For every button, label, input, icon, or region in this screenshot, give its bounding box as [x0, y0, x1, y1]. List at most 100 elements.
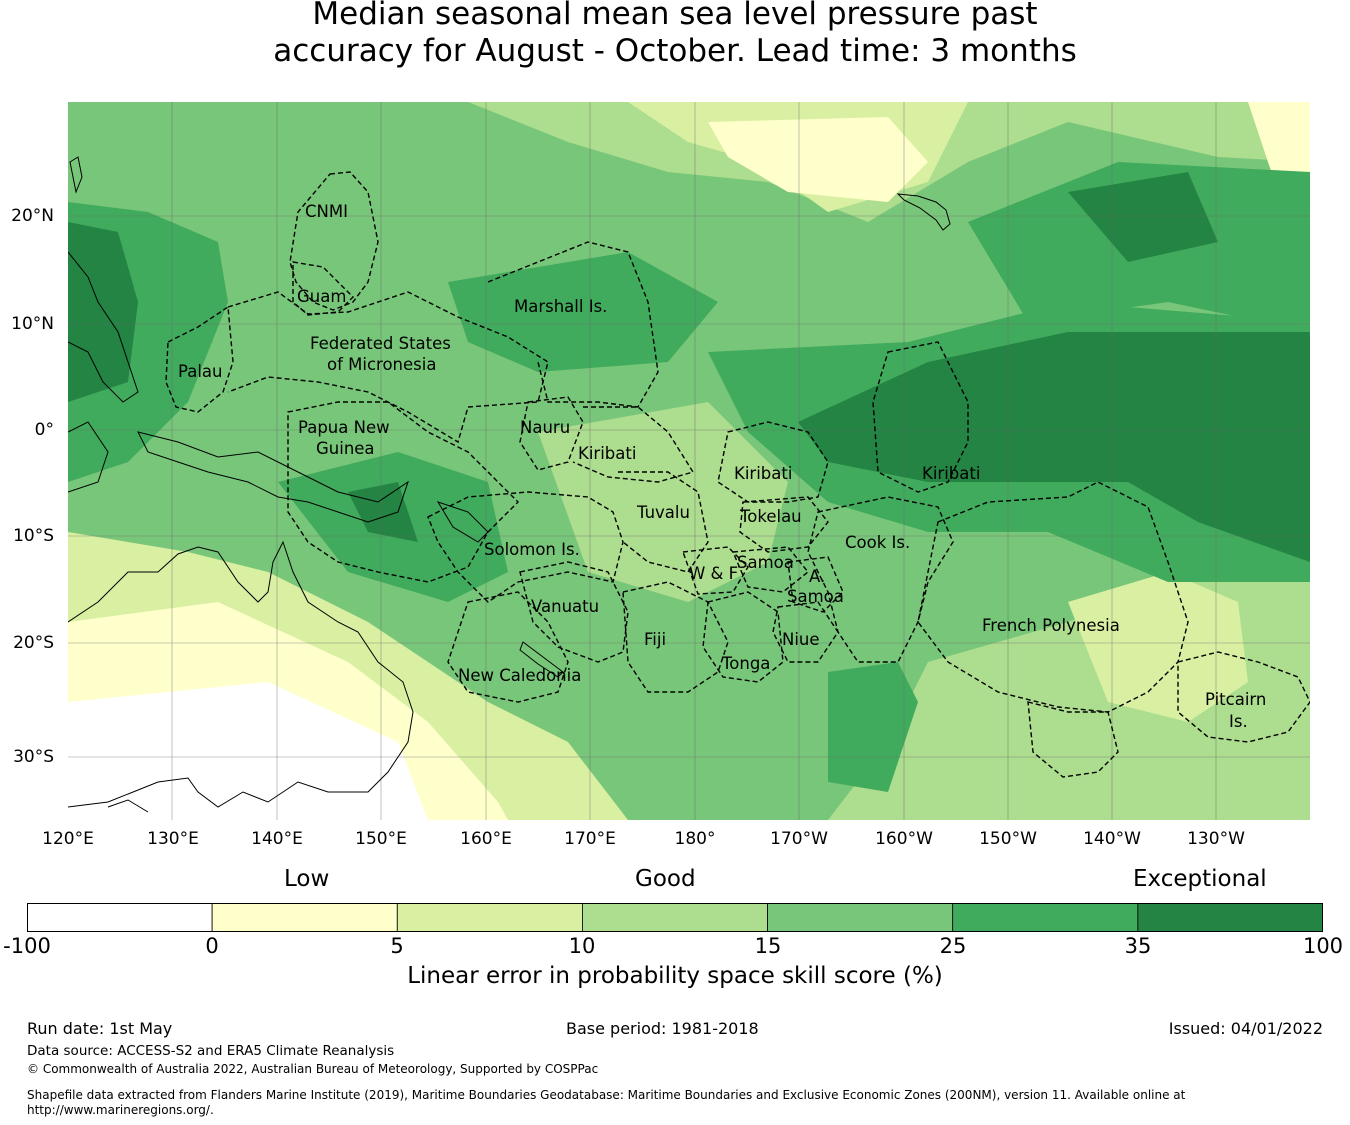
eez-niue — [772, 601, 839, 663]
colorbar-tick: 10 — [568, 934, 596, 958]
eez-solomon — [427, 491, 624, 603]
coast-borneo — [68, 421, 109, 493]
lon-label-150e: 150°E — [355, 829, 407, 849]
zone-equator-pale — [538, 402, 788, 602]
shapefile-credit-line-1: Shapefile data extracted from Flanders M… — [27, 1088, 1186, 1102]
lon-label-170e: 170°E — [564, 829, 616, 849]
coast-taiwan — [69, 156, 83, 194]
colorbar-tick: 25 — [939, 934, 967, 958]
legend-category-low: Low — [284, 866, 330, 892]
eez-vanuatu — [519, 561, 629, 663]
shapefile-credit-line-2: http://www.marineregions.org/. — [27, 1103, 214, 1117]
colorbar — [27, 903, 1323, 932]
issued-date: Issued: 04/01/2022 — [1168, 1019, 1323, 1038]
eez-tuvalu — [618, 471, 709, 573]
label-palau: Palau — [178, 362, 222, 381]
label-png-2: Guinea — [316, 439, 375, 458]
eez-tokelau — [739, 496, 829, 553]
label-pitcairn-1: Pitcairn — [1205, 690, 1266, 709]
label-fsm-1: Federated States — [310, 334, 451, 353]
coast-tasmania — [107, 799, 149, 813]
eez-cook — [807, 496, 954, 663]
colorbar-label: Linear error in probability space skill … — [407, 963, 943, 989]
lon-label-170w: 170°W — [770, 829, 828, 849]
lat-label-30s: 30°S — [13, 747, 54, 767]
data-source: Data source: ACCESS-S2 and ERA5 Climate … — [27, 1043, 395, 1059]
eez-american-samoa — [787, 556, 844, 613]
eez-samoa — [731, 546, 809, 593]
label-new-caledonia: New Caledonia — [458, 666, 581, 685]
eez-fiji — [622, 581, 729, 693]
coastlines — [68, 156, 951, 813]
lon-label-160w: 160°W — [875, 829, 933, 849]
label-kiribati-east: Kiribati — [922, 464, 980, 483]
graticule — [68, 102, 1310, 820]
copyright-notice: © Commonwealth of Australia 2022, Austra… — [27, 1062, 599, 1076]
label-samoa: Samoa — [737, 553, 794, 572]
lon-label-130w: 130°W — [1187, 829, 1245, 849]
colorbar-tick: 35 — [1124, 934, 1152, 958]
colorbar-bin — [27, 903, 213, 932]
run-date: Run date: 1st May — [27, 1019, 173, 1038]
zone-cook-dark — [828, 662, 918, 792]
coast-australia — [68, 540, 414, 808]
eez-kiribati-central — [717, 421, 829, 503]
eez-pitcairn — [1177, 651, 1310, 743]
coast-hawaii — [896, 193, 951, 231]
zone-east-darkest — [1068, 172, 1218, 262]
colorbar-frame — [27, 903, 1323, 932]
lat-label-0: 0° — [34, 420, 54, 440]
coast-solomon — [436, 501, 489, 543]
colorbar-bin — [582, 903, 768, 932]
label-kiribati-central: Kiribati — [734, 464, 792, 483]
label-niue: Niue — [782, 630, 820, 649]
label-wallis-futuna: W & F — [689, 564, 738, 583]
label-kiribati-west: Kiribati — [578, 444, 636, 463]
label-pitcairn-2: Is. — [1229, 712, 1248, 731]
lon-label-180: 180° — [674, 829, 716, 849]
label-tonga: Tonga — [721, 654, 770, 673]
lon-label-130e: 130°E — [147, 829, 199, 849]
eez-fp-lower — [1027, 701, 1119, 778]
label-cook: Cook Is. — [845, 533, 910, 552]
colorbar-tick: -100 — [3, 934, 51, 958]
zone-west-darkest — [68, 222, 138, 402]
coast-philippines — [68, 251, 139, 403]
lon-label-160e: 160°E — [460, 829, 512, 849]
label-tokelau: Tokelau — [739, 507, 802, 526]
lat-label-20s: 20°S — [13, 633, 54, 653]
eez-new-caledonia — [447, 591, 569, 703]
skill-score-map: CNMI Guam Marshall Is. Federated States … — [68, 102, 1310, 820]
zone-png-darkest — [348, 482, 418, 542]
coast-new-caledonia — [519, 641, 564, 678]
lon-label-120e: 120°E — [42, 829, 94, 849]
label-fiji: Fiji — [644, 630, 666, 649]
lon-label-140w: 140°W — [1083, 829, 1141, 849]
zone-aus-white — [68, 682, 428, 820]
colorbar-tick: 100 — [1302, 934, 1344, 958]
colorbar-bin — [952, 903, 1139, 932]
label-tuvalu: Tuvalu — [636, 503, 690, 522]
colorbar-bin — [211, 903, 398, 932]
legend-category-exceptional: Exceptional — [1133, 866, 1267, 892]
label-png-1: Papua New — [298, 418, 390, 437]
label-american-samoa-2: Samoa — [787, 587, 844, 606]
label-fsm-2: of Micronesia — [327, 355, 436, 374]
eez-wallis-futuna — [682, 546, 749, 595]
lon-label-140e: 140°E — [251, 829, 303, 849]
lat-label-10s: 10°S — [13, 526, 54, 546]
lat-label-20n: 20°N — [11, 206, 54, 226]
eez-nauru — [519, 396, 584, 471]
eez-boundaries — [165, 171, 1310, 778]
legend-category-good: Good — [635, 866, 696, 892]
chart-title-line-2: accuracy for August - October. Lead time… — [273, 33, 1077, 69]
colorbar-tick: 0 — [205, 934, 219, 958]
label-solomon: Solomon Is. — [484, 540, 580, 559]
label-nauru: Nauru — [520, 418, 570, 437]
base-period: Base period: 1981-2018 — [566, 1019, 759, 1038]
zone-central-dark — [448, 252, 718, 372]
eez-png — [287, 401, 519, 583]
label-guam: Guam — [297, 287, 346, 306]
label-marshall: Marshall Is. — [514, 297, 607, 316]
lon-label-150w: 150°W — [979, 829, 1037, 849]
